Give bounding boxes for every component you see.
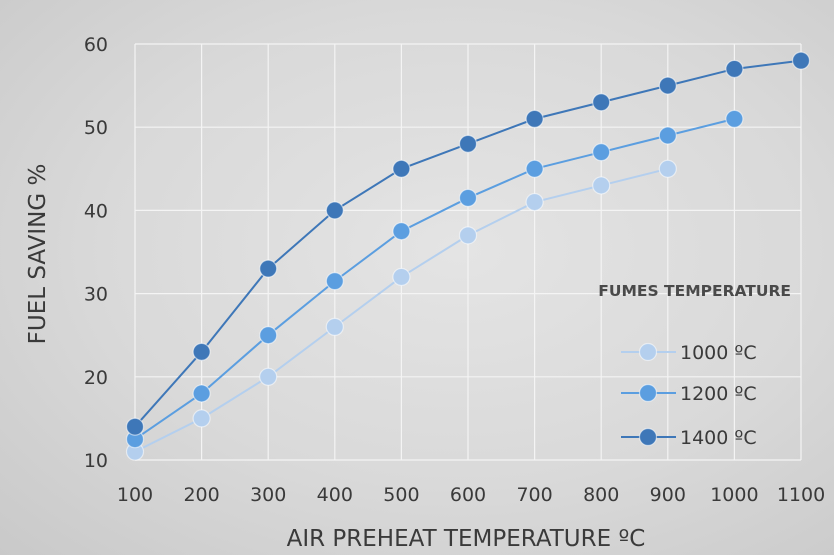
x-tick-label: 900	[650, 484, 686, 506]
data-point	[592, 176, 611, 195]
data-point	[458, 134, 478, 153]
legend-title: FUMES TEMPERATURE	[598, 282, 791, 300]
legend-marker	[638, 427, 658, 447]
y-tick-label: 30	[84, 284, 108, 306]
data-point	[592, 93, 611, 112]
data-point	[325, 272, 344, 291]
data-point	[325, 201, 344, 220]
tick-labels: 10 20 30 40 50 60 100 200 300 400 500 600 700 800 900 1…	[84, 34, 825, 506]
y-tick-label: 60	[84, 34, 108, 56]
legend-label: 1000 ºC	[680, 342, 757, 364]
series-lines	[125, 51, 811, 461]
y-tick-label: 40	[84, 200, 108, 222]
x-tick-label: 1100	[777, 484, 825, 506]
legend: 1000 ºC 1200 ºC 1400 ºC	[621, 342, 757, 449]
data-point	[658, 126, 677, 145]
data-point	[725, 109, 744, 128]
data-point	[125, 417, 145, 436]
data-point	[259, 326, 278, 345]
legend-marker	[638, 342, 658, 362]
data-point	[525, 192, 544, 212]
data-point	[259, 367, 278, 386]
data-point	[192, 342, 211, 361]
x-axis-title: AIR PREHEAT TEMPERATURE ºC	[287, 526, 646, 552]
legend-label: 1400 ºC	[680, 427, 757, 449]
data-point	[392, 222, 411, 241]
data-point	[658, 159, 677, 178]
y-axis-title: FUEL SAVING %	[25, 164, 51, 345]
data-point	[325, 317, 344, 336]
data-point	[192, 409, 211, 428]
data-point	[525, 159, 544, 178]
y-tick-label: 20	[84, 367, 108, 389]
legend-marker	[638, 383, 658, 403]
data-point	[392, 159, 411, 178]
x-tick-label: 200	[183, 484, 219, 506]
data-point	[458, 226, 478, 245]
legend-label: 1200 ºC	[680, 383, 757, 405]
data-point	[658, 76, 677, 95]
series-line	[134, 117, 735, 441]
data-point	[392, 267, 411, 287]
x-tick-label: 600	[450, 484, 486, 506]
x-tick-label: 400	[317, 484, 353, 506]
data-point	[725, 59, 744, 79]
data-point	[592, 143, 611, 162]
x-tick-label: 800	[583, 484, 619, 506]
data-point	[458, 188, 478, 208]
data-point	[192, 384, 211, 403]
x-tick-label: 1000	[710, 484, 758, 506]
y-tick-label: 10	[84, 450, 108, 472]
x-tick-label: 300	[250, 484, 286, 506]
data-point	[791, 51, 811, 70]
data-point	[259, 259, 278, 278]
x-tick-label: 700	[516, 484, 552, 506]
x-tick-label: 100	[117, 484, 153, 506]
data-point	[525, 109, 544, 128]
x-tick-label: 500	[383, 484, 419, 506]
y-tick-label: 50	[84, 117, 108, 139]
grid-lines	[134, 43, 802, 461]
